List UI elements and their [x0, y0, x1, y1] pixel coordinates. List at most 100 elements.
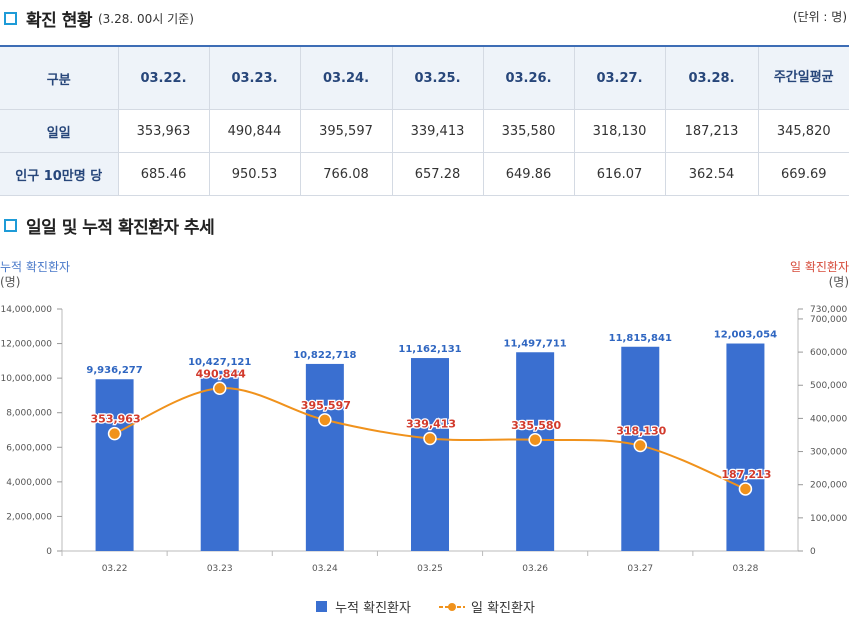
trend-title: 일일 및 누적 확진환자 추세	[26, 218, 215, 238]
trend-chart: 누적 확진환자(명)일 확진환자(명)02,000,0004,000,0006,…	[0, 260, 849, 574]
x-tick-label: 03.27	[627, 564, 653, 574]
legend-label: 누적 확진환자	[335, 601, 411, 616]
bar-cumulative	[516, 352, 555, 551]
table-cell: 669.69	[757, 152, 849, 196]
table-cell: 345,820	[757, 109, 849, 153]
bar-swatch-icon	[316, 601, 328, 612]
square-bullet-icon	[4, 219, 17, 232]
chart-legend: 누적 확진환자 일 확진환자	[0, 597, 851, 616]
legend-item-cumulative[interactable]: 누적 확진환자	[316, 597, 411, 616]
x-tick-label: 03.28	[733, 564, 759, 574]
bar-data-label: 11,497,711	[504, 338, 567, 349]
table-row: 일일 353,963 490,844 395,597 339,413 335,5…	[0, 109, 849, 153]
daily-data-label: 395,597	[301, 399, 351, 412]
left-tick-label: 12,000,000	[0, 340, 52, 350]
left-tick-label: 0	[46, 547, 52, 557]
bar-data-label: 11,815,841	[609, 333, 672, 344]
column-header: 03.28.	[664, 45, 759, 110]
table-cell: 362.54	[664, 152, 759, 196]
right-tick-label: 0	[810, 547, 816, 557]
table-cell: 685.46	[117, 152, 210, 196]
left-tick-label: 8,000,000	[6, 409, 52, 419]
column-header: 03.25.	[391, 45, 484, 110]
right-tick-label: 200,000	[810, 481, 847, 491]
bar-cumulative	[200, 370, 239, 551]
unit-note: (단위 : 명)	[792, 10, 847, 24]
left-tick-label: 6,000,000	[6, 443, 52, 453]
table-cell: 318,130	[573, 109, 666, 153]
table-cell: 353,963	[117, 109, 210, 153]
column-header: 03.27.	[573, 45, 666, 110]
daily-data-label: 490,844	[196, 367, 246, 380]
bar-data-label: 12,003,054	[714, 330, 777, 341]
table-cell: 657.28	[391, 152, 484, 196]
bar-data-label: 10,822,718	[293, 350, 356, 361]
x-tick-label: 03.22	[102, 564, 128, 574]
table-corner-header: 구분	[0, 45, 119, 110]
column-header-weekly-average: 주간일평균	[757, 45, 849, 110]
left-axis-title: 누적 확진환자	[0, 260, 70, 274]
table-cell: 649.86	[482, 152, 575, 196]
x-tick-label: 03.26	[522, 564, 548, 574]
daily-data-label: 353,963	[91, 413, 141, 426]
right-axis-unit: (명)	[829, 275, 849, 289]
daily-point	[423, 431, 437, 446]
column-header: 03.23.	[208, 45, 301, 110]
daily-data-label: 318,130	[616, 425, 666, 438]
trend-heading: 일일 및 누적 확진환자 추세	[4, 213, 215, 238]
legend-label: 일 확진환자	[470, 601, 535, 616]
x-tick-label: 03.25	[417, 564, 443, 574]
daily-point	[107, 426, 122, 441]
daily-point	[318, 413, 332, 427]
left-axis-unit: (명)	[0, 275, 20, 289]
daily-point	[633, 438, 648, 453]
line-marker-swatch-icon	[438, 602, 465, 611]
column-header: 03.22.	[117, 45, 210, 110]
x-tick-label: 03.23	[207, 564, 233, 574]
left-tick-label: 14,000,000	[0, 305, 52, 315]
right-tick-label: 100,000	[810, 514, 847, 524]
right-tick-label: 400,000	[810, 414, 847, 424]
row-header: 인구 10만명 당	[0, 152, 119, 196]
left-tick-label: 2,000,000	[6, 512, 52, 522]
table-cell: 950.53	[208, 152, 301, 196]
bar-cumulative	[95, 379, 134, 551]
daily-point	[738, 482, 753, 496]
table-header-row: 구분 03.22. 03.23. 03.24. 03.25. 03.26. 03…	[0, 45, 849, 110]
legend-item-daily[interactable]: 일 확진환자	[438, 597, 535, 616]
daily-point	[212, 381, 227, 396]
confirmed-table: 구분 03.22. 03.23. 03.24. 03.25. 03.26. 03…	[0, 45, 849, 196]
right-tick-label: 700,000	[810, 315, 847, 325]
daily-data-label: 335,580	[511, 419, 561, 432]
column-header: 03.24.	[299, 45, 393, 110]
bar-data-label: 11,162,131	[398, 344, 461, 355]
right-tick-label: 730,000	[810, 305, 847, 315]
table-cell: 335,580	[482, 109, 575, 153]
bar-cumulative	[411, 358, 449, 551]
row-header: 일일	[0, 109, 119, 153]
right-tick-label: 500,000	[810, 381, 847, 391]
daily-data-label: 339,413	[406, 417, 456, 430]
table-cell: 187,213	[664, 109, 759, 153]
confirmed-status-heading: 확진 현황 (3.28. 00시 기준)	[4, 6, 194, 31]
table-cell: 616.07	[573, 152, 666, 196]
right-tick-label: 300,000	[810, 448, 847, 458]
bar-data-label: 9,936,277	[86, 365, 142, 376]
table-cell: 490,844	[208, 109, 301, 153]
bar-data-label: 10,427,121	[188, 357, 251, 368]
base-time-note: (3.28. 00시 기준)	[97, 12, 194, 26]
table-cell: 395,597	[299, 109, 393, 153]
right-axis-title: 일 확진환자	[790, 260, 849, 274]
left-tick-label: 10,000,000	[0, 374, 52, 384]
table-row: 인구 10만명 당 685.46 950.53 766.08 657.28 64…	[0, 152, 849, 196]
x-tick-label: 03.24	[312, 564, 338, 574]
square-bullet-icon	[4, 12, 17, 25]
table-cell: 766.08	[299, 152, 393, 196]
bar-cumulative	[305, 363, 344, 551]
left-tick-label: 4,000,000	[6, 478, 52, 488]
page-title: 확진 현황	[26, 11, 92, 31]
daily-point	[528, 433, 542, 447]
column-header: 03.26.	[482, 45, 575, 110]
table-cell: 339,413	[391, 109, 484, 153]
daily-data-label: 187,213	[721, 468, 771, 481]
